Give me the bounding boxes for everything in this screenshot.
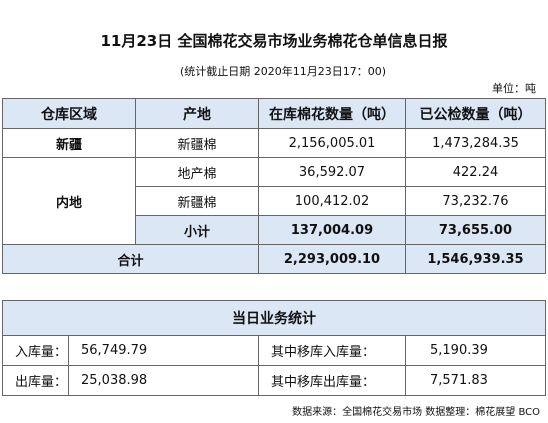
cell: 73,232.76	[405, 186, 546, 216]
label: 其中移库出库量：	[258, 365, 406, 396]
label: 出库量：	[2, 365, 69, 396]
cell: 137,004.09	[258, 215, 406, 245]
header-cell: 在库棉花数量（吨）	[258, 98, 406, 129]
unit: 单位：吨	[492, 82, 536, 95]
header-row: 当日业务统计	[2, 300, 546, 336]
total-label: 合计	[2, 244, 259, 274]
cell: 7,571.83	[405, 365, 546, 396]
label: 其中移库入库量：	[258, 335, 406, 366]
origin: 新疆棉	[135, 128, 259, 158]
row: 入库量： 56,749.79 其中移库入库量： 5,190.39	[2, 335, 546, 366]
cell: 2,156,005.01	[258, 128, 406, 158]
row: 新疆棉 100,412.02 73,232.76	[3, 186, 546, 216]
cell: 100,412.02	[258, 186, 406, 216]
region: 新疆	[2, 128, 136, 158]
cell: 1,546,939.35	[405, 244, 546, 274]
cell: 422.24	[405, 157, 546, 187]
stock-table: 仓库区域 产地 在库棉花数量（吨） 已公检数量（吨） 新疆 新疆棉 2,156,…	[2, 98, 546, 274]
row: 新疆 新疆棉 2,156,005.01 1,473,284.35	[2, 128, 546, 158]
subtotal-row: 小计 137,004.09 73,655.00	[3, 215, 546, 245]
origin: 小计	[135, 215, 259, 245]
total-row: 合计 2,293,009.10 1,546,939.35	[2, 244, 546, 274]
row: 出库量： 25,038.98 其中移库出库量： 7,571.83	[2, 365, 546, 396]
label: 入库量：	[2, 335, 69, 366]
title: 11月23日 全国棉花交易市场业务棉花仓单信息日报	[100, 32, 448, 50]
source: 数据来源：全国棉花交易市场 数据整理：棉花展望 BCO	[292, 407, 540, 418]
cell: 25,038.98	[68, 365, 259, 396]
origin: 地产棉	[135, 157, 259, 187]
cell: 5,190.39	[405, 335, 546, 366]
daily-table: 当日业务统计 入库量： 56,749.79 其中移库入库量： 5,190.39 …	[2, 300, 546, 396]
cell: 1,473,284.35	[405, 128, 546, 158]
subtitle: (统计截止日期 2020年11月23日17：00)	[180, 65, 387, 78]
header-cell: 产地	[135, 98, 259, 129]
header-cell: 仓库区域	[2, 98, 136, 129]
header-cell: 已公检数量（吨）	[405, 98, 546, 129]
cell: 73,655.00	[405, 215, 546, 245]
cell: 2,293,009.10	[258, 244, 406, 274]
region: 内地	[2, 157, 136, 245]
daily-title: 当日业务统计	[2, 300, 546, 336]
cell: 36,592.07	[258, 157, 406, 187]
origin: 新疆棉	[135, 186, 259, 216]
cell: 56,749.79	[68, 335, 259, 366]
row: 内地 地产棉 36,592.07 422.24	[2, 157, 546, 245]
header-row: 仓库区域 产地 在库棉花数量（吨） 已公检数量（吨）	[2, 98, 546, 129]
